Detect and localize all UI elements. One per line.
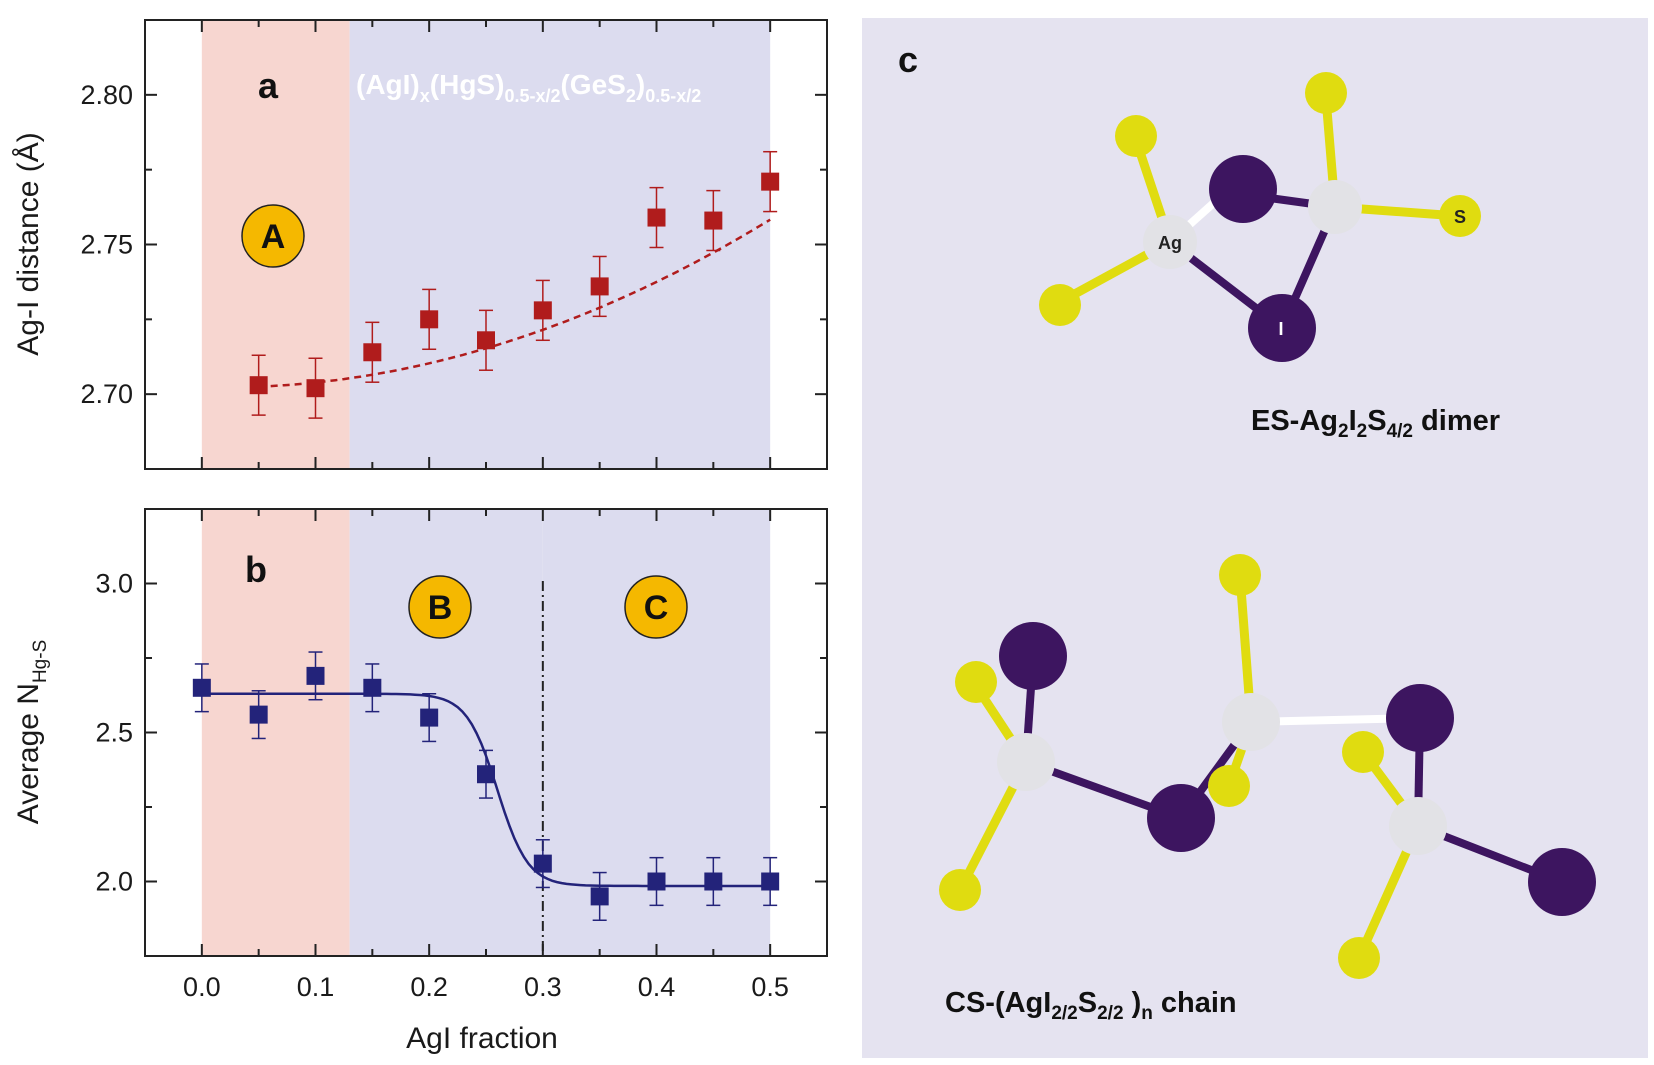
panel-a-ylabel: Ag-I distance (Å) [12, 132, 45, 355]
data-point [306, 379, 325, 398]
iodine-atom [1248, 294, 1316, 362]
panel-c: c Ag I S ES-Ag2I2S4/2 dimer [862, 18, 1648, 1058]
panel-a-formula: (AgI)x(HgS)0.5-x/2(GeS2)0.5-x/2 [356, 69, 701, 106]
data-point [363, 678, 382, 697]
data-point [590, 887, 609, 906]
y-tick-label: 2.75 [80, 230, 133, 260]
dimer-molecule: Ag I S [1039, 72, 1481, 362]
region-b-badge: B [408, 575, 472, 639]
x-tick-label: 0.5 [751, 972, 789, 1002]
data-point [363, 343, 382, 362]
region-b-badge-circle [408, 575, 472, 639]
panel-b: 0.0 0.1 0.2 0.3 0.4 0.5 2.0 2.5 3.0 Average NHg-… [12, 508, 828, 1055]
data-point [249, 376, 268, 395]
iodine-atom-label: I [1278, 319, 1283, 339]
data-point [420, 310, 439, 329]
x-tick-label: 0.4 [638, 972, 676, 1002]
chain-caption: CS-(AgI2/2S2/2 )n chain [945, 987, 1237, 1024]
data-point [533, 301, 552, 320]
sulfur-atom [1115, 115, 1157, 157]
data-point [647, 872, 666, 891]
iodine-atom [1528, 848, 1596, 916]
silver-atom [1308, 180, 1362, 234]
chain-molecule [939, 554, 1596, 979]
panel-a-trend-line [258, 218, 771, 388]
sulfur-atom [1305, 72, 1347, 114]
sulfur-atom [1342, 731, 1384, 773]
panel-a-ticks: 2.70 2.75 2.80 [80, 19, 828, 470]
data-point [477, 765, 495, 784]
y-tick-label: 2.0 [95, 867, 133, 897]
panel-b-data-points [192, 651, 780, 921]
silver-atom [997, 733, 1055, 791]
region-a-badge-circle [241, 204, 305, 268]
region-c-badge: C [624, 575, 688, 639]
iodine-atom [1386, 684, 1454, 752]
panel-a: 2.70 2.75 2.80 Ag-I distance (Å) a (AgI)x(… [12, 19, 828, 470]
iodine-atom [1209, 155, 1277, 223]
silver-atom [1389, 797, 1447, 855]
silver-atom-label: Ag [1158, 233, 1182, 253]
shaded-region [349, 20, 771, 469]
data-point [590, 277, 609, 296]
y-tick-label: 2.70 [80, 379, 133, 409]
y-tick-label: 2.80 [80, 80, 133, 110]
data-point [704, 872, 723, 891]
iodine-atom [999, 622, 1067, 690]
silver-atom [1143, 215, 1197, 269]
data-point [477, 331, 495, 350]
data-point [533, 854, 552, 873]
data-point [249, 705, 268, 724]
x-tick-label: 0.3 [524, 972, 562, 1002]
data-point [761, 172, 780, 191]
panel-b-ylabel: Average NHg-S [12, 640, 51, 825]
panel-a-letter: a [258, 65, 279, 106]
y-tick-label: 2.5 [95, 718, 133, 748]
x-tick-label: 0.0 [183, 972, 221, 1002]
sulfur-atom [1439, 195, 1481, 237]
region-c-badge-circle [624, 575, 688, 639]
data-point [420, 708, 439, 727]
y-tick-label: 3.0 [95, 569, 133, 599]
shaded-region [201, 509, 350, 956]
panel-b-ticks: 0.0 0.1 0.2 0.3 0.4 0.5 2.0 2.5 3.0 [95, 509, 828, 1002]
sulfur-atom [1338, 937, 1380, 979]
panel-b-xlabel: AgI fraction [406, 1022, 558, 1055]
sulfur-atom [955, 661, 997, 703]
region-c-label: C [644, 589, 669, 627]
sulfur-atom [939, 869, 981, 911]
data-point [306, 666, 325, 685]
silver-atom [1222, 693, 1280, 751]
sulfur-atom [1208, 765, 1250, 807]
iodine-atom [1147, 784, 1215, 852]
x-tick-label: 0.2 [410, 972, 448, 1002]
panel-b-shaded-regions [201, 509, 771, 956]
data-point [761, 872, 780, 891]
region-a-badge: A [241, 204, 305, 268]
panel-c-letter: c [898, 39, 918, 80]
sulfur-atom-label: S [1454, 207, 1466, 227]
data-point [704, 211, 723, 230]
trend-line [258, 218, 771, 388]
x-tick-label: 0.1 [297, 972, 335, 1002]
region-a-label: A [261, 218, 286, 256]
panel-b-letter: b [245, 549, 267, 590]
data-point [647, 208, 666, 227]
sulfur-atom [1039, 284, 1081, 326]
sulfur-atom [1219, 554, 1261, 596]
panel-a-data-points [249, 150, 780, 419]
data-point [192, 678, 211, 697]
dimer-caption: ES-Ag2I2S4/2 dimer [1251, 405, 1500, 442]
region-b-label: B [428, 589, 453, 627]
